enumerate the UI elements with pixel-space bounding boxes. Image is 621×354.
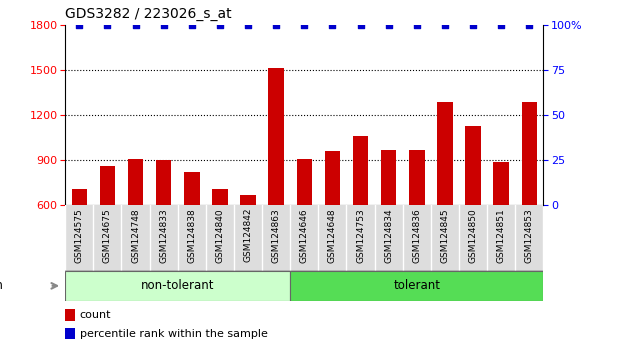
Point	[215, 22, 225, 28]
Bar	[409, 150, 425, 205]
Text: GSM124648: GSM124648	[328, 208, 337, 263]
Bar	[268, 68, 284, 205]
Text: specimen: specimen	[0, 279, 3, 292]
Point	[187, 22, 197, 28]
Text: GSM124836: GSM124836	[412, 208, 421, 263]
Text: non-tolerant: non-tolerant	[141, 279, 214, 292]
Point	[271, 22, 281, 28]
Bar	[156, 160, 171, 205]
Bar	[465, 126, 481, 205]
Bar	[184, 172, 199, 205]
Bar	[290, 271, 543, 301]
Point	[496, 22, 506, 28]
Text: GSM124840: GSM124840	[215, 208, 224, 263]
Point	[130, 22, 140, 28]
Point	[412, 22, 422, 28]
Bar	[381, 150, 396, 205]
Bar	[71, 189, 87, 205]
Text: GDS3282 / 223026_s_at: GDS3282 / 223026_s_at	[65, 7, 232, 21]
Text: GSM124845: GSM124845	[440, 208, 450, 263]
Bar	[65, 271, 290, 301]
Bar	[522, 102, 537, 205]
Point	[299, 22, 309, 28]
Point	[356, 22, 366, 28]
Bar	[99, 166, 115, 205]
Text: tolerant: tolerant	[393, 279, 440, 292]
Bar	[325, 151, 340, 205]
Text: GSM124863: GSM124863	[271, 208, 281, 263]
Bar	[65, 328, 75, 339]
Text: GSM124842: GSM124842	[243, 208, 253, 262]
Text: GSM124838: GSM124838	[188, 208, 196, 263]
Text: GSM124753: GSM124753	[356, 208, 365, 263]
Bar	[212, 189, 228, 205]
Text: GSM124833: GSM124833	[159, 208, 168, 263]
Text: GSM124853: GSM124853	[525, 208, 534, 263]
Text: GSM124646: GSM124646	[300, 208, 309, 263]
Text: GSM124851: GSM124851	[497, 208, 505, 263]
Bar	[297, 159, 312, 205]
Text: GSM124850: GSM124850	[469, 208, 478, 263]
Point	[524, 22, 534, 28]
Text: percentile rank within the sample: percentile rank within the sample	[79, 329, 268, 339]
Bar	[353, 136, 368, 205]
Point	[468, 22, 478, 28]
Point	[384, 22, 394, 28]
Text: GSM124675: GSM124675	[103, 208, 112, 263]
Point	[159, 22, 169, 28]
Bar	[437, 102, 453, 205]
Bar	[65, 309, 75, 321]
Bar	[240, 195, 256, 205]
Point	[327, 22, 337, 28]
Point	[75, 22, 84, 28]
Point	[102, 22, 112, 28]
Text: GSM124834: GSM124834	[384, 208, 393, 263]
Point	[440, 22, 450, 28]
Text: count: count	[79, 310, 111, 320]
Bar	[128, 159, 143, 205]
Bar	[494, 162, 509, 205]
Point	[243, 22, 253, 28]
Text: GSM124575: GSM124575	[75, 208, 84, 263]
Text: GSM124748: GSM124748	[131, 208, 140, 263]
